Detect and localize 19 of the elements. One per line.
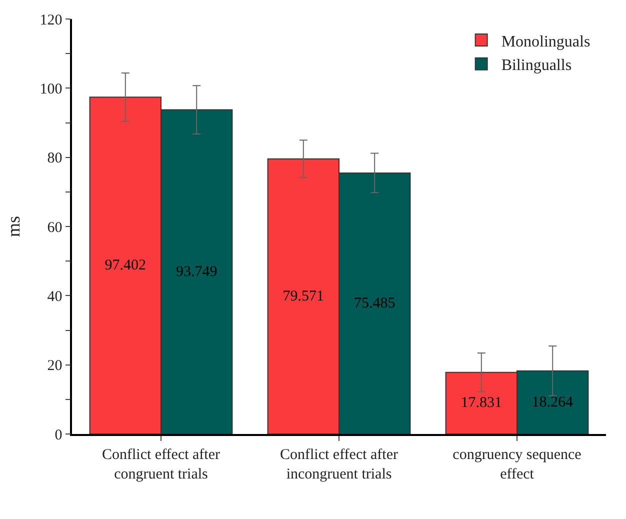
legend-label: Monolinguals: [501, 33, 590, 50]
x-tick-label: Conflict effect after incongruent trials: [280, 446, 398, 482]
data-label: 17.831: [460, 395, 502, 412]
data-label: 18.264: [532, 394, 574, 410]
y-tick-label: 100: [40, 81, 62, 98]
y-tick-label: 60: [47, 220, 62, 236]
y-tick-label: 120: [40, 12, 62, 28]
y-tick-label: 20: [47, 358, 62, 374]
y-tick-label: 80: [47, 150, 62, 167]
y-tick-label: 0: [54, 427, 62, 444]
data-label: 93.749: [176, 264, 218, 280]
x-tick-label: Conflict effect after congruent trials: [102, 446, 220, 482]
y-axis-title: ms: [3, 216, 24, 238]
data-label: 75.485: [354, 295, 396, 312]
data-label: 97.402: [104, 258, 146, 274]
y-tick-label: 40: [47, 288, 62, 305]
data-label: 79.571: [282, 288, 324, 304]
legend-label: Bilingualls: [501, 57, 572, 74]
x-tick-label: congruency sequence effect: [452, 446, 582, 482]
